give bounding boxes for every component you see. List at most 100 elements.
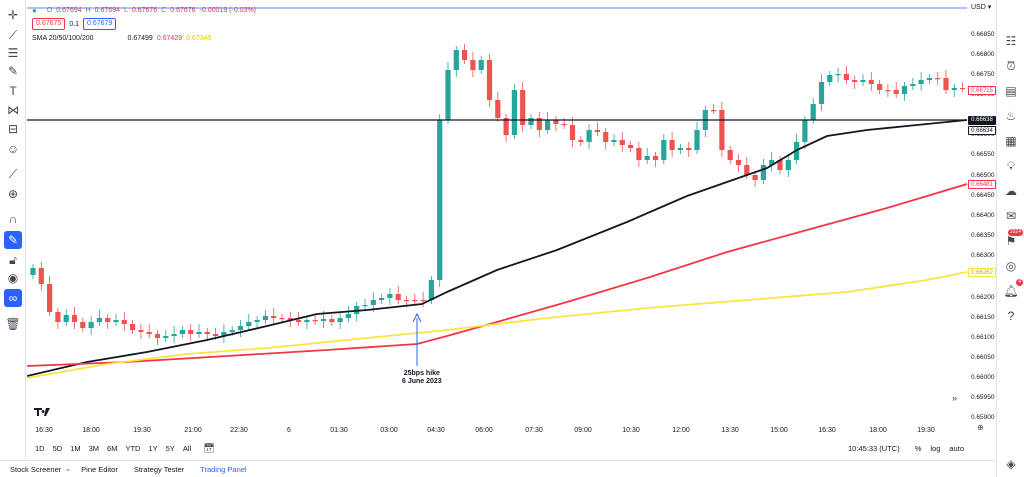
change-value: -0.00019 (-0.03%) xyxy=(199,6,256,14)
time-scale[interactable]: 16:30 18:00 19:30 21:00 22:30 6 01:30 03:00 04:3… xyxy=(27,425,967,437)
candle xyxy=(345,314,351,318)
time-tick: 06:00 xyxy=(475,427,493,434)
sma-lines xyxy=(27,119,967,379)
alerts-icon[interactable]: 🔔︎ 4 xyxy=(1003,279,1023,298)
eye-icon[interactable]: ◉ xyxy=(7,271,19,285)
candle xyxy=(943,78,949,90)
buy-button[interactable]: 0.67679 xyxy=(83,18,117,30)
range-button-1m[interactable]: 1M xyxy=(70,444,81,453)
settings-gear-icon[interactable]: ⊕ xyxy=(977,423,984,432)
time-tick: 12:00 xyxy=(672,427,690,434)
zoom-icon[interactable]: ⊕ xyxy=(7,187,19,201)
watchlist-icon[interactable]: ☷ xyxy=(1005,34,1017,48)
sma-label[interactable]: SMA 20/50/100/200 xyxy=(32,34,94,42)
crosshair-icon[interactable]: ✛ xyxy=(7,8,19,22)
lock-icon[interactable]: 🔓︎ xyxy=(9,252,17,267)
candle xyxy=(320,319,327,321)
price-chart[interactable]: » xyxy=(27,0,967,425)
tab-stock-screener[interactable]: Stock Screener xyxy=(10,464,62,474)
fib-icon[interactable]: ☰ xyxy=(7,46,19,60)
candle xyxy=(71,315,78,322)
candle xyxy=(586,130,592,142)
range-button-5d[interactable]: 5D xyxy=(52,444,63,453)
time-tick: 16:30 xyxy=(35,427,53,434)
candle xyxy=(420,300,426,302)
candle xyxy=(910,84,916,86)
emoji-icon[interactable]: ☺ xyxy=(6,142,20,156)
open-label: O xyxy=(46,6,53,14)
help-icon[interactable]: ? xyxy=(1007,309,1015,323)
candle xyxy=(495,100,501,118)
tradingview-logo xyxy=(34,408,50,416)
sell-button[interactable]: 0.67675 xyxy=(32,18,66,30)
chevron-down-icon[interactable]: ⌄ xyxy=(65,466,72,473)
visibility-dot-icon[interactable]: ● xyxy=(32,5,37,15)
tab-strategy-tester[interactable]: Strategy Tester xyxy=(133,464,185,474)
notifications-icon[interactable]: ⚑ 1024 xyxy=(1005,229,1023,248)
range-button-all[interactable]: All xyxy=(182,444,192,453)
scroll-right-icon[interactable]: » xyxy=(952,393,957,403)
clock-time[interactable]: 10:45:33 (UTC) xyxy=(848,444,900,453)
time-tick: 15:00 xyxy=(770,427,788,434)
candle xyxy=(379,298,385,300)
candle xyxy=(852,80,858,82)
candle xyxy=(719,110,725,150)
candle xyxy=(926,78,932,80)
percent-toggle[interactable]: % xyxy=(914,444,922,453)
spread-value: 0.1 xyxy=(69,20,80,28)
candle xyxy=(545,120,551,130)
candle xyxy=(146,332,152,334)
brush-icon[interactable]: ✎ xyxy=(7,64,19,78)
sma20-line[interactable] xyxy=(27,119,967,377)
currency-selector[interactable]: USD ▾ xyxy=(971,4,992,11)
candle xyxy=(287,318,293,320)
candle xyxy=(769,160,775,165)
alarm-icon[interactable]: ⏰︎ xyxy=(1006,58,1016,73)
sma50-line[interactable] xyxy=(27,183,967,367)
data-window-icon[interactable]: ▤ xyxy=(1005,84,1017,98)
trend-line-icon[interactable]: ⟋ xyxy=(8,27,18,42)
range-button-1y[interactable]: 1Y xyxy=(148,444,158,453)
range-button-3m[interactable]: 3M xyxy=(88,444,100,453)
range-button-1d[interactable]: 1D xyxy=(35,444,45,453)
link-icon[interactable]: ∞ xyxy=(4,289,22,307)
range-button-6m[interactable]: 6M xyxy=(107,444,118,453)
candle xyxy=(121,320,127,324)
arrow-head-icon xyxy=(412,312,422,323)
candle xyxy=(511,90,517,135)
log-toggle[interactable]: log xyxy=(930,444,941,453)
range-button-5y[interactable]: 5Y xyxy=(165,444,175,453)
alerts-badge: 4 xyxy=(1016,279,1023,286)
ideas-icon[interactable]: 💡︎ xyxy=(1006,158,1016,173)
candle xyxy=(752,175,758,180)
candle xyxy=(611,140,617,142)
candle xyxy=(237,326,244,330)
lock-drawing-icon[interactable]: ✎ xyxy=(4,231,22,249)
layers-icon[interactable]: ◈ xyxy=(1006,457,1016,471)
ruler-icon[interactable]: ⟋ xyxy=(8,166,18,181)
candle xyxy=(901,86,908,94)
text-icon[interactable]: T xyxy=(9,84,17,98)
price-scale[interactable]: USD ▾ 0.668500.668000.667500.667000.6660… xyxy=(967,0,996,432)
measure-icon[interactable]: ⊟ xyxy=(7,122,19,136)
range-button-ytd[interactable]: YTD xyxy=(125,444,141,453)
candle xyxy=(329,319,335,322)
tab-pine-editor[interactable]: Pine Editor xyxy=(81,464,118,474)
chat-icon[interactable]: ☁ xyxy=(1005,184,1017,198)
time-tick: 19:30 xyxy=(133,427,151,434)
calendar-icon[interactable]: ▦ xyxy=(1005,134,1017,148)
messages-icon[interactable]: ✉ xyxy=(1005,209,1017,223)
streams-icon[interactable]: ◎ xyxy=(1005,259,1017,273)
pattern-icon[interactable]: ⋈ xyxy=(7,103,19,117)
hotlist-icon[interactable]: ♨ xyxy=(1005,109,1017,123)
auto-toggle[interactable]: auto xyxy=(949,444,964,453)
high-label: H xyxy=(85,6,91,14)
candle xyxy=(868,80,874,84)
sma100-line[interactable] xyxy=(27,271,967,379)
magnet-icon[interactable]: ∩ xyxy=(8,212,18,226)
candle xyxy=(213,334,219,336)
tab-trading-panel[interactable]: Trading Panel xyxy=(200,464,247,474)
range-bar: 1D 5D 1M 3M 6M YTD 1Y 5Y All 📅︎ 10:45:33 (UTC) %… xyxy=(27,441,968,456)
trash-icon[interactable]: 🗑︎ xyxy=(5,317,21,331)
calendar-icon[interactable]: 📅︎ xyxy=(203,443,215,453)
